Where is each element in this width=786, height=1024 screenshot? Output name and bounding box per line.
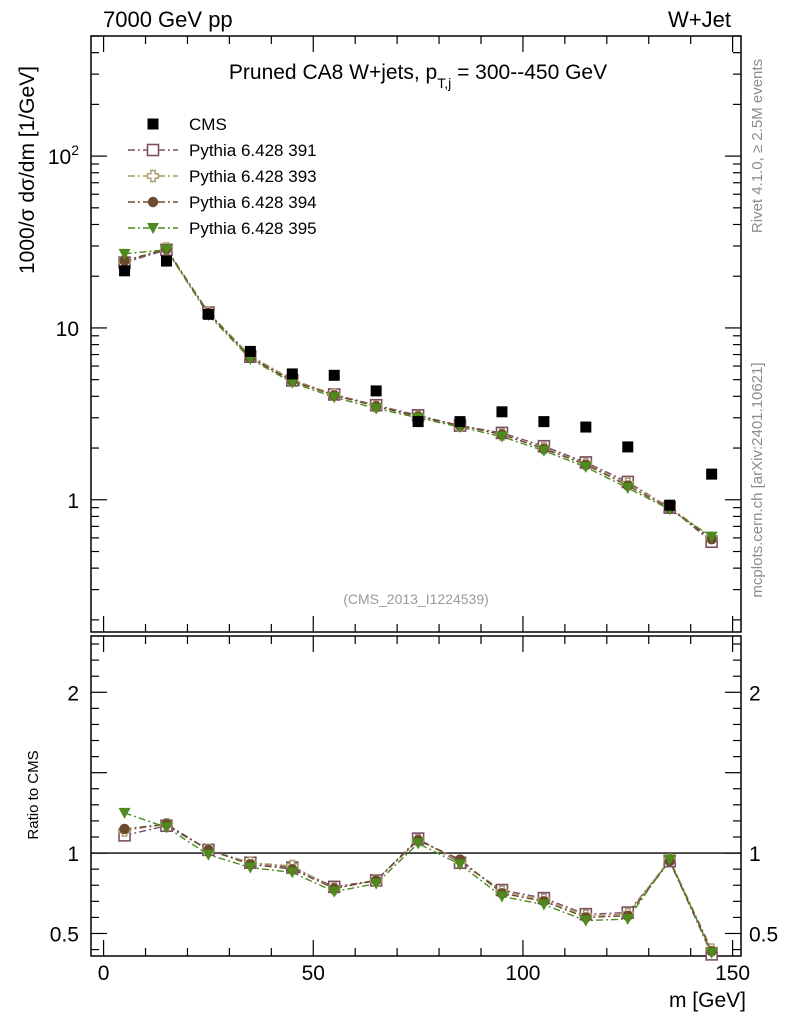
y-tick-label-ratio-right: 0.5 — [749, 923, 778, 946]
data-point — [538, 416, 550, 428]
series-point-main — [118, 248, 131, 260]
series-line-main — [124, 248, 713, 543]
series-point-main — [286, 377, 299, 389]
y-tick-label-main: 1 — [67, 490, 79, 513]
legend-marker — [147, 196, 159, 208]
series-point-ratio — [119, 823, 130, 835]
data-point — [580, 421, 592, 433]
rivet-label: Rivet 4.1.0, ≥ 2.5M events — [749, 59, 766, 233]
y-tick-label-main-base: 1 — [67, 490, 79, 513]
series-point-main — [495, 431, 508, 443]
analysis-id: (CMS_2013_I1224539) — [343, 591, 489, 607]
y-tick-label-ratio-right: 1 — [749, 843, 761, 866]
data-point — [664, 499, 676, 511]
ratio-ticks: 0.5 0.5 1 1 2 2 — [50, 643, 778, 951]
series-point-ratio — [118, 807, 131, 819]
header-left: 7000 GeV pp — [103, 7, 233, 32]
series-point-ratio — [663, 854, 676, 866]
legend-label: Pythia 6.428 391 — [189, 141, 317, 160]
data-point — [328, 369, 340, 381]
y-tick-label-ratio: 0.5 — [50, 923, 79, 946]
data-layer — [119, 255, 718, 511]
series-point-main — [328, 392, 341, 404]
series-point-ratio — [286, 867, 299, 879]
x-axis-label: m [GeV] — [669, 989, 746, 1012]
legend-marker — [146, 143, 160, 157]
data-point — [244, 345, 256, 357]
y-axis-label-ratio: Ratio to CMS — [25, 750, 42, 839]
x-tick-label: 150 — [715, 962, 750, 985]
data-point — [622, 441, 634, 453]
series-point-ratio — [705, 947, 718, 959]
series-point-main — [119, 255, 130, 266]
series-line-main — [124, 247, 713, 539]
legend-marker-cms — [147, 118, 159, 130]
series-point-ratio — [579, 915, 592, 927]
data-point — [454, 416, 466, 428]
chart-title-tail: = 300--450 GeV — [451, 61, 607, 84]
chart-title: Pruned CA8 W+jets, pT,j = 300--450 GeV — [229, 61, 607, 91]
data-point — [496, 406, 508, 418]
series-point-ratio — [537, 899, 550, 911]
data-point — [119, 265, 131, 277]
data-point — [286, 368, 298, 380]
series-point-ratio — [202, 849, 215, 861]
series-point-ratio — [370, 878, 383, 890]
series-point-ratio — [412, 838, 425, 850]
x-tick-label: 0 — [98, 962, 110, 985]
y-tick-label-ratio-right: 2 — [749, 682, 761, 705]
legend: CMS Pythia 6.428 391 Pythia 6.428 393 Pythi… — [128, 115, 317, 238]
y-tick-label-main: 10 — [56, 318, 79, 341]
data-point — [370, 385, 382, 397]
series-point-main — [579, 462, 592, 474]
y-axis-label-main: 1000/σ dσ/dm [1/GeV] — [16, 66, 39, 274]
x-tick-label: 100 — [505, 962, 540, 985]
y-tick-label-main-base: 10 — [56, 318, 79, 341]
y-tick-label-main-exponent: 2 — [71, 142, 79, 158]
series-point-ratio — [244, 862, 257, 874]
y-tick-label-main: 102 — [48, 142, 79, 169]
chart-title-subscript: T,j — [437, 75, 451, 91]
legend-marker — [146, 169, 160, 183]
series-point-ratio — [454, 859, 467, 871]
header-right: W+Jet — [668, 7, 731, 32]
legend-label: Pythia 6.428 394 — [189, 193, 317, 212]
x-ticks: 0 50 100 150 — [98, 36, 750, 985]
series-point-main — [537, 445, 550, 457]
legend-label-cms: CMS — [189, 115, 227, 134]
mcplots-label: mcplots.cern.ch [arXiv:2401.10621] — [749, 362, 766, 597]
series-point-main — [160, 244, 173, 256]
y-tick-label-ratio: 1 — [67, 843, 79, 866]
data-point — [412, 416, 424, 428]
series-point-main — [370, 403, 383, 415]
data-point — [160, 255, 172, 267]
y-tick-label-ratio: 2 — [67, 682, 79, 705]
series-point-main — [705, 531, 718, 543]
legend-marker — [147, 223, 159, 234]
data-point — [706, 468, 718, 480]
series-point-ratio — [160, 822, 173, 834]
series-point-main — [621, 483, 634, 495]
series-point-ratio — [495, 891, 508, 903]
data-point — [202, 308, 214, 320]
main-panel-frame — [90, 35, 742, 633]
series-line-ratio — [124, 812, 713, 954]
series-line-main — [124, 248, 713, 540]
ratio-panel-frame — [90, 635, 742, 957]
y-tick-label-main-base: 10 — [48, 146, 71, 169]
series-point-ratio — [328, 886, 341, 898]
legend-label: Pythia 6.428 393 — [189, 167, 317, 186]
series-point-ratio — [621, 914, 634, 926]
series-line-ratio — [124, 823, 713, 952]
series-line-main — [124, 249, 713, 538]
x-tick-label: 50 — [302, 962, 325, 985]
legend-label: Pythia 6.428 395 — [189, 219, 317, 238]
